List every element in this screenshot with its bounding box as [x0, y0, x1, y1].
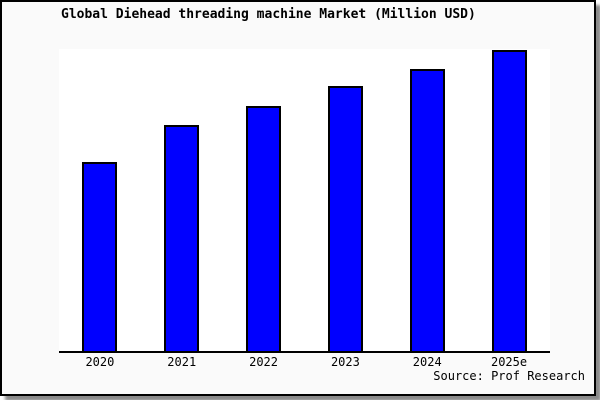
- x-tick-label-2024: 2024: [412, 355, 442, 369]
- x-axis-line: [59, 351, 550, 353]
- bar-column: [141, 49, 223, 351]
- x-tick-label-2023: 2023: [330, 355, 360, 369]
- x-tick-label-2025e: 2025e: [490, 355, 528, 369]
- x-tick-label-2022: 2022: [249, 355, 279, 369]
- plot-area: [59, 49, 550, 353]
- x-axis-labels: 2020 2021 2022 2023 2024 2025e: [59, 355, 550, 369]
- bar-2022: [246, 106, 282, 351]
- bar-column: [223, 49, 305, 351]
- x-tick-label-2021: 2021: [167, 355, 197, 369]
- x-tick-label-2020: 2020: [85, 355, 115, 369]
- bar-2020: [82, 162, 118, 351]
- bar-column: [59, 49, 141, 351]
- bar-2024: [409, 69, 445, 351]
- bar-2023: [327, 86, 363, 351]
- bar-column: [386, 49, 468, 351]
- bars-container: [59, 49, 550, 351]
- bar-column: [304, 49, 386, 351]
- bar-2025e: [491, 50, 527, 351]
- bar-column: [468, 49, 550, 351]
- chart-title: Global Diehead threading machine Market …: [61, 7, 476, 22]
- bar-2021: [164, 125, 200, 351]
- source-note: Source: Prof Research: [433, 369, 585, 383]
